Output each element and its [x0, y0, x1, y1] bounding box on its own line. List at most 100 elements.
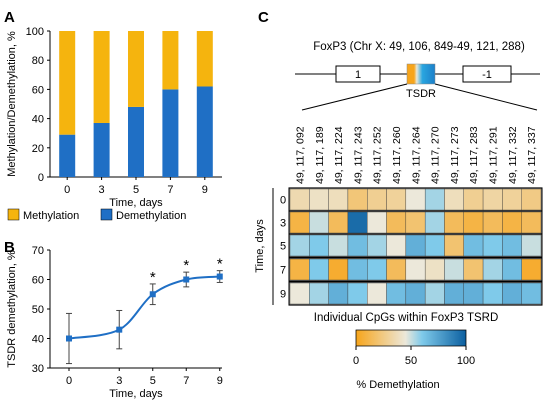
legend-methylation-swatch [7, 208, 20, 221]
heatmap-cell [347, 234, 368, 257]
panel-b-ytick-label: 70 [32, 245, 44, 257]
tsdr-series-line [68, 275, 220, 340]
legend-demethylation-label: Demethylation [116, 210, 186, 222]
bar-demethylation [93, 122, 110, 177]
heatmap-cell [463, 211, 484, 234]
panel-b-xlabel: Time, days [109, 388, 163, 400]
panel-a-chart: 0 20 40 60 80 100 0 3 5 7 9 Time, days Methylatio… [6, 26, 222, 222]
heatmap-cell [463, 188, 484, 211]
panel-a-ylabel: Methylation/Demethylation, % [6, 31, 18, 177]
panel-b-xtick-label: 3 [116, 375, 122, 387]
panel-a-xtick-label: 7 [167, 184, 173, 196]
heatmap-cell [309, 282, 329, 305]
heatmap-cell [367, 282, 387, 305]
heatmap-cell [405, 188, 426, 211]
heatmap-cell [386, 211, 407, 234]
data-point [149, 291, 156, 298]
heatmap-cell [444, 211, 464, 234]
zoom-line-right [434, 83, 538, 111]
heatmap-cell [482, 211, 503, 234]
zoom-line-left [301, 83, 408, 111]
colorbar-tick-label: 100 [457, 355, 475, 367]
cpg-column-label: 49, 117, 273 [450, 126, 461, 184]
heatmap-cell [405, 234, 426, 257]
bar-methylation [162, 31, 179, 90]
panel-b-ytick-label: 40 [32, 334, 44, 346]
heatmap-row-label: 7 [280, 265, 286, 277]
panel-a-letter: A [4, 9, 15, 26]
heatmap-cell [424, 234, 445, 257]
heatmap-cell [347, 258, 368, 281]
panel-a-xtick-label: 3 [99, 184, 105, 196]
bar-demethylation [162, 89, 179, 177]
data-point [183, 276, 190, 283]
data-point [116, 326, 123, 333]
heatmap-cell [482, 234, 503, 257]
bar-methylation [128, 31, 144, 107]
panel-b-ylabel: TSDR demethylation, % [6, 250, 18, 368]
panel-b-xtick-label: 0 [66, 375, 72, 387]
heatmap-cell [367, 234, 387, 257]
tsdr-region [406, 63, 436, 85]
panel-c-chart: FoxP3 (Chr X: 49, 106, 849-49, 121, 288)… [254, 41, 543, 391]
data-point [66, 335, 72, 342]
cpg-column-label: 49, 117, 270 [431, 126, 442, 184]
data-point [216, 273, 223, 280]
heatmap-cell [289, 211, 310, 234]
heatmap-cell [289, 188, 310, 211]
heatmap-cell [424, 188, 445, 211]
heatmap-cell [289, 282, 310, 305]
heatmap-cell [444, 188, 464, 211]
heatmap-cell [347, 211, 368, 234]
significance-marker: * [217, 256, 223, 273]
heatmap-cell [521, 258, 542, 281]
panel-a-xtick-label: 0 [64, 184, 70, 196]
panel-a-xlabel: Time, days [109, 197, 163, 209]
gene-title: FoxP3 (Chr X: 49, 106, 849-49, 121, 288) [313, 41, 525, 53]
cpg-column-label: 49, 117, 092 [296, 126, 307, 184]
bar-demethylation [128, 106, 144, 177]
cpg-column-label: 49, 117, 260 [392, 126, 403, 184]
panel-a-xtick-label: 9 [202, 184, 208, 196]
heatmap-cell [482, 258, 503, 281]
bar-methylation [59, 31, 76, 135]
heatmap-cell [482, 188, 503, 211]
panel-a-ytick-label: 100 [26, 26, 44, 38]
legend-methylation-label: Methylation [23, 210, 79, 222]
panel-a-ytick-label: 0 [38, 172, 44, 184]
exon-1-label: 1 [355, 69, 361, 81]
heatmap-cell [502, 258, 522, 281]
cpg-column-label: 49, 117, 291 [489, 126, 500, 184]
heatmap-cell [424, 282, 445, 305]
panel-b-xtick-label: 5 [150, 375, 156, 387]
significance-marker: * [183, 257, 189, 274]
bar-methylation [93, 31, 110, 123]
heatmap-cell [463, 234, 484, 257]
heatmap-cell [309, 258, 329, 281]
heatmap-cell [386, 282, 407, 305]
heatmap-cell [405, 282, 426, 305]
heatmap-row-frame [288, 281, 543, 306]
panel-a-ytick-label: 20 [32, 143, 44, 155]
panel-a-ytick-label: 60 [32, 84, 44, 96]
colorbar [355, 329, 467, 347]
panel-b-xtick-label: 9 [217, 375, 223, 387]
panel-b-xtick-label: 7 [183, 375, 189, 387]
panel-c-letter: C [258, 9, 269, 26]
heatmap-cell [367, 188, 387, 211]
cpg-column-label: 49, 117, 243 [354, 126, 365, 184]
panel-a-xtick-label: 5 [133, 184, 139, 196]
tsdr-label: TSDR [406, 88, 436, 100]
heatmap-cell [521, 188, 542, 211]
heatmap-cell [347, 188, 368, 211]
heatmap-cell [502, 211, 522, 234]
heatmap-cell [289, 258, 310, 281]
heatmap-cell [502, 234, 522, 257]
cpg-column-label: 49, 117, 189 [315, 126, 326, 184]
heatmap-cell [521, 234, 542, 257]
heatmap-cell [444, 234, 464, 257]
heatmap-cell [328, 234, 349, 257]
significance-marker: * [150, 269, 156, 286]
heatmap-xlabel: Individual CpGs within FoxP3 TSRD [314, 312, 499, 324]
colorbar-tick-label: 0 [353, 355, 359, 367]
